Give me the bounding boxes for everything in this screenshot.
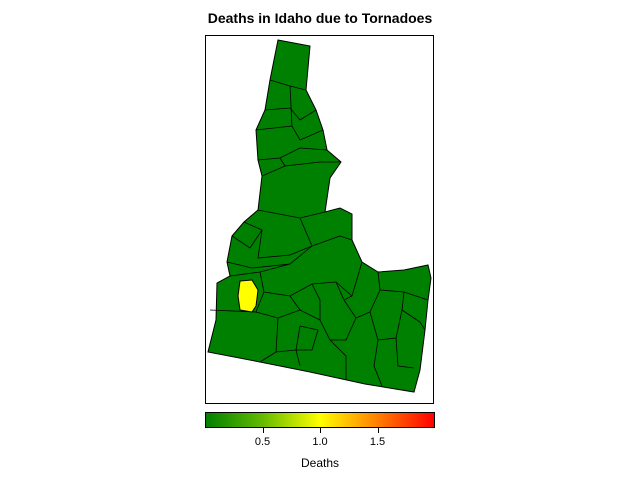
idaho-state-shape bbox=[207, 39, 432, 393]
map-title: Deaths in Idaho due to Tornadoes bbox=[207, 10, 433, 26]
county-boundaries bbox=[209, 79, 429, 387]
legend-tick-label: 1.0 bbox=[312, 436, 328, 448]
legend-tick-mark bbox=[262, 428, 264, 433]
legend-tick-mark bbox=[320, 428, 321, 433]
legend-tick-mark bbox=[377, 428, 379, 433]
legend-tick-label: 0.5 bbox=[254, 436, 271, 448]
legend-color-bar bbox=[205, 412, 435, 428]
legend-title: Deaths bbox=[300, 456, 340, 470]
legend-tick-label: 1.5 bbox=[369, 436, 386, 448]
highlighted-county bbox=[237, 279, 259, 313]
